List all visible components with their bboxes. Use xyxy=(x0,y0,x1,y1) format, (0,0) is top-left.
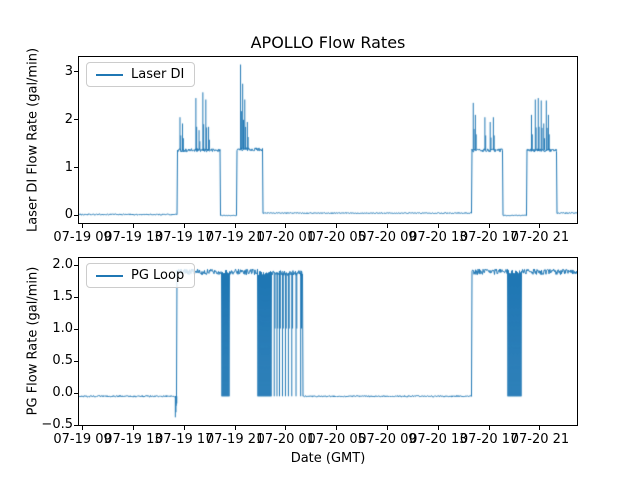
x-tick-label: 07-20 13 xyxy=(409,230,468,245)
x-tick-mark xyxy=(183,426,185,430)
legend-pg-loop-label: PG Loop xyxy=(131,268,185,283)
y-tick-mark xyxy=(74,214,78,216)
y-tick-label: 0.0 xyxy=(52,385,73,401)
x-tick-label: 07-20 09 xyxy=(358,432,417,447)
legend-pg-loop: PG Loop xyxy=(86,263,196,288)
x-tick-label: 07-20 17 xyxy=(459,432,519,447)
x-tick-mark xyxy=(234,224,236,228)
y-tick-mark xyxy=(74,264,78,266)
figure-title: APOLLO Flow Rates xyxy=(250,33,406,52)
x-tick-mark xyxy=(132,224,134,228)
x-tick-label: 07-19 21 xyxy=(205,230,265,245)
laser-di-line-swatch-icon xyxy=(96,73,123,76)
x-tick-mark xyxy=(539,426,541,430)
x-tick-mark xyxy=(82,224,84,228)
x-tick-mark xyxy=(386,426,388,430)
x-tick-mark xyxy=(285,426,287,430)
pg-loop-line-swatch-icon xyxy=(96,274,123,277)
x-tick-mark xyxy=(488,224,490,228)
x-tick-label: 07-20 21 xyxy=(510,432,570,447)
x-tick-label: 07-20 13 xyxy=(409,432,468,447)
x-axis-label: Date (GMT) xyxy=(290,451,366,466)
legend-laser-di: Laser DI xyxy=(86,62,196,87)
x-tick-label: 07-20 17 xyxy=(459,230,519,245)
x-tick-label: 07-20 05 xyxy=(307,432,366,447)
y-tick-label: 2 xyxy=(64,111,73,127)
y-tick-mark xyxy=(74,167,78,169)
x-tick-label: 07-20 01 xyxy=(256,432,316,447)
y-tick-mark xyxy=(74,360,78,362)
x-tick-label: 07-20 01 xyxy=(256,230,316,245)
x-tick-mark xyxy=(285,224,287,228)
x-tick-label: 07-19 13 xyxy=(104,432,163,447)
x-tick-mark xyxy=(336,224,338,228)
y-tick-mark xyxy=(74,328,78,330)
y-tick-label: 1 xyxy=(64,159,73,175)
y-tick-label: 1.0 xyxy=(52,321,73,337)
x-tick-label: 07-19 21 xyxy=(205,432,265,447)
x-tick-mark xyxy=(437,224,439,228)
x-tick-label: 07-20 21 xyxy=(510,230,570,245)
x-tick-mark xyxy=(183,224,185,228)
x-tick-label: 07-19 17 xyxy=(154,432,214,447)
x-tick-label: 07-19 17 xyxy=(154,230,214,245)
axes-laser-di: Laser DI xyxy=(78,56,578,224)
x-tick-mark xyxy=(437,426,439,430)
x-tick-mark xyxy=(386,224,388,228)
y-tick-mark xyxy=(74,119,78,121)
x-tick-mark xyxy=(488,426,490,430)
y-tick-label: 3 xyxy=(64,63,73,79)
y-tick-mark xyxy=(74,71,78,73)
y-tick-label: 2.0 xyxy=(52,257,73,273)
x-tick-mark xyxy=(539,224,541,228)
axes-pg-loop: PG Loop xyxy=(78,257,578,426)
x-tick-label: 07-20 05 xyxy=(307,230,366,245)
y-tick-label: −0.5 xyxy=(41,417,73,432)
y-tick-label: 1.5 xyxy=(52,289,73,305)
y-tick-label: 0 xyxy=(64,207,73,223)
x-tick-label: 07-20 09 xyxy=(358,230,417,245)
x-tick-label: 07-19 09 xyxy=(53,230,112,245)
y-tick-label: 0.5 xyxy=(52,353,73,369)
x-tick-mark xyxy=(82,426,84,430)
x-tick-mark xyxy=(336,426,338,430)
x-tick-mark xyxy=(132,426,134,430)
x-tick-mark xyxy=(234,426,236,430)
y-tick-mark xyxy=(74,392,78,394)
y-tick-mark xyxy=(74,296,78,298)
x-tick-label: 07-19 09 xyxy=(53,432,112,447)
x-tick-label: 07-19 13 xyxy=(104,230,163,245)
legend-laser-di-label: Laser DI xyxy=(131,67,185,82)
y-tick-mark xyxy=(74,424,78,426)
